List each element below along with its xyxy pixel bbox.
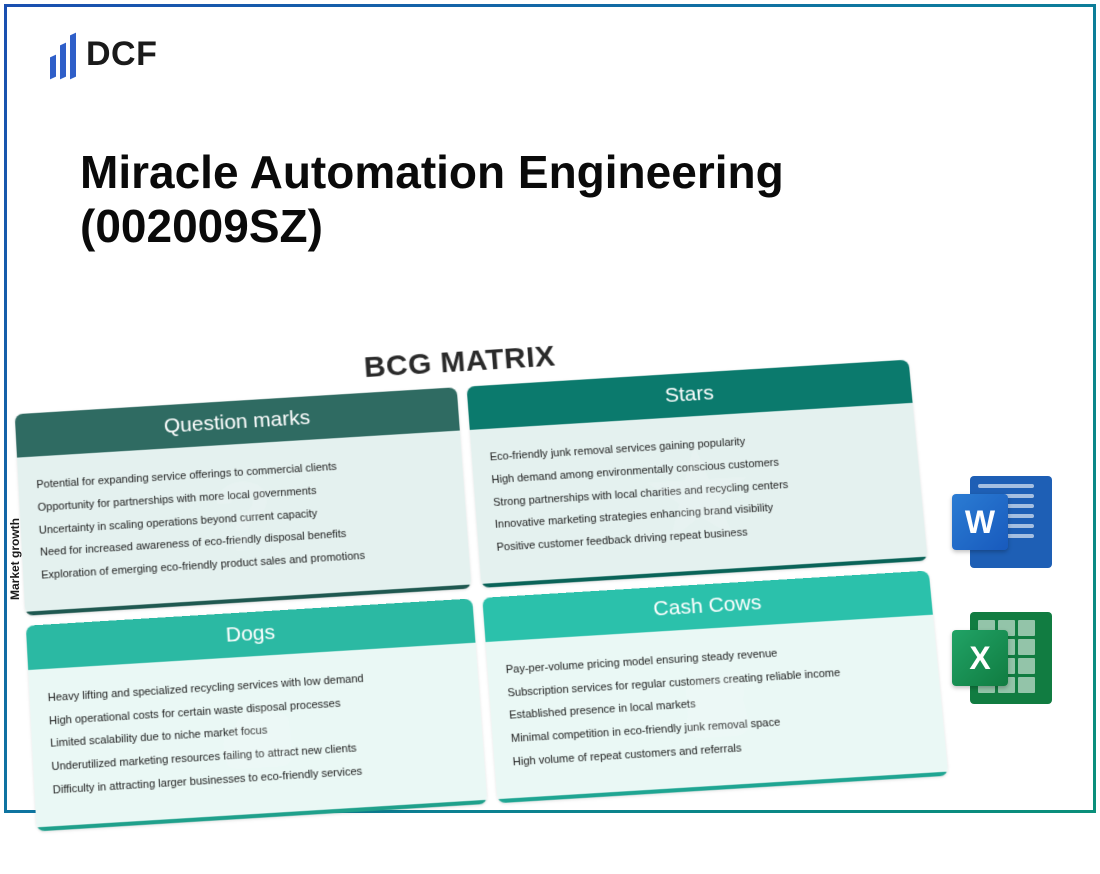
quadrant-cash-cows: Cash Cows Pay-per-volume pricing model e…: [482, 570, 948, 802]
matrix-grid: Question marks ? Potential for expanding…: [15, 360, 949, 831]
bcg-matrix: BCG MATRIX Question marks ? Potential fo…: [13, 319, 953, 874]
word-badge-letter: W: [952, 494, 1008, 550]
logo-bars-icon: [50, 30, 76, 78]
quadrant-question-marks: Question marks ? Potential for expanding…: [15, 387, 472, 615]
quadrant-stars: Stars Eco-friendly junk removal services…: [467, 360, 928, 588]
excel-icon: X: [952, 606, 1060, 706]
page-title: Miracle Automation Engineering (002009SZ…: [80, 145, 784, 254]
title-line-2: (002009SZ): [80, 199, 784, 253]
word-icon: W: [952, 470, 1060, 570]
quadrant-dogs: Dogs Heavy lifting and specialized recyc…: [26, 598, 488, 831]
brand-name: DCF: [86, 35, 157, 74]
title-line-1: Miracle Automation Engineering: [80, 145, 784, 199]
app-icons: W X: [952, 470, 1060, 706]
brand-logo: DCF: [50, 30, 157, 78]
excel-badge-letter: X: [952, 630, 1008, 686]
